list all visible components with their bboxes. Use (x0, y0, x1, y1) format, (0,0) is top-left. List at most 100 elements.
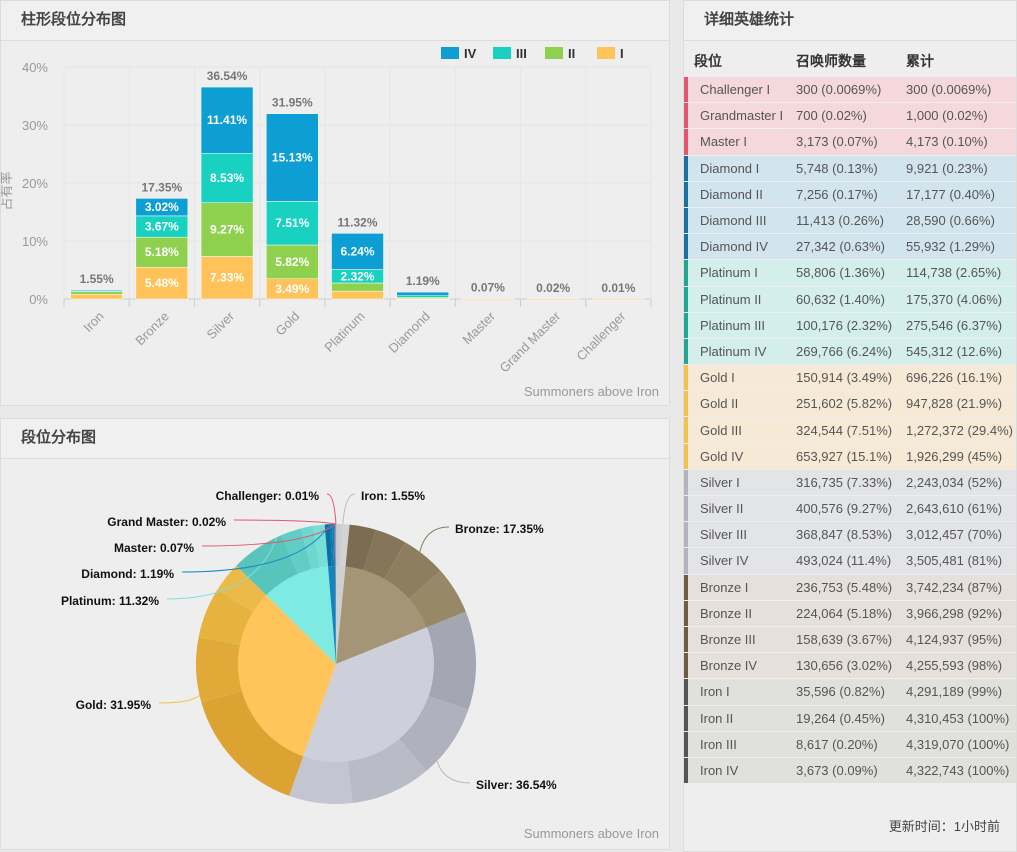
cell-count: 8,617 (0.20%) (796, 731, 906, 757)
pie-label: Iron: 1.55% (361, 489, 426, 503)
stacked-bar-chart: 0% 10% 20% 30% 40% 占有率 1.55% Iron 5.48% 5.18% 3.67… (1, 46, 652, 375)
table-row: Master I 3,173 (0.07%) 4,173 (0.10%) (684, 129, 1016, 155)
bar-total-label: 1.19% (406, 274, 440, 288)
pie-label: Diamond: 1.19% (81, 567, 174, 581)
cell-rank: Challenger I (684, 77, 796, 103)
column-header-rank: 段位 (694, 53, 722, 69)
leader-line (181, 523, 331, 573)
bar-total-label: 36.54% (207, 69, 248, 83)
outer-slice-bronze (409, 570, 466, 628)
cell-count: 653,927 (15.1%) (796, 443, 906, 469)
outer-slice-gold (195, 637, 244, 703)
bar-segment-II (331, 282, 384, 292)
legend-item-I[interactable]: I (597, 46, 624, 61)
cell-rank: Master I (684, 129, 796, 155)
cell-cum: 947,828 (21.9%) (906, 391, 1016, 417)
table-row: Iron III 8,617 (0.20%) 4,319,070 (100%) (684, 731, 1016, 757)
bar-segment-II (266, 244, 319, 280)
bar-total-label: 0.07% (471, 281, 505, 295)
outer-slice-iron (337, 524, 343, 567)
outer-slice-diamond (324, 524, 332, 567)
leader-line (166, 536, 278, 600)
cell-rank: Iron III (684, 731, 796, 757)
table-header: 段位 召唤师数量 累计 (684, 46, 1016, 76)
chart-credit[interactable]: Summoners above Iron (523, 826, 659, 841)
bar-chart-panel: 柱形段位分布图 0% 10% 20% 30% 40% 占有率 1.55% Iron 5.48% 5… (0, 0, 670, 406)
bar-segment-II (70, 291, 123, 295)
pie-label: Silver: 36.54% (476, 778, 557, 792)
cell-rank: Diamond I (684, 155, 796, 181)
cell-rank: Bronze III (684, 626, 796, 653)
chart-credit[interactable]: Summoners above Iron (523, 384, 659, 399)
table-row: Diamond I 5,748 (0.13%) 9,921 (0.23%) (684, 155, 1016, 181)
cell-rank: Diamond III (684, 207, 796, 234)
outer-slice-iron (336, 524, 337, 567)
segment-label: 15.13% (272, 151, 313, 165)
table-row: Silver I 316,735 (7.33%) 2,243,034 (52%) (684, 469, 1016, 495)
cell-cum: 275,546 (6.37%) (906, 312, 1016, 338)
cell-rank: Gold I (684, 365, 796, 391)
leader-line (201, 523, 336, 547)
legend-item-IV[interactable]: IV (441, 46, 477, 61)
pie-label: Grand Master: 0.02% (107, 515, 226, 529)
segment-label: 3.49% (275, 282, 309, 296)
bar-total-label: 31.95% (272, 96, 313, 110)
outer-slice-bronze (345, 524, 376, 571)
bar-segment-I (461, 298, 515, 300)
pie-chart-panel: 段位分布图 Summoners above Iron Iron: 1.55% Br… (0, 418, 670, 850)
bar-segment-II (200, 202, 254, 257)
cell-cum: 3,742,234 (87%) (906, 574, 1016, 600)
legend-item-II[interactable]: II (545, 46, 575, 61)
cell-rank: Diamond II (684, 181, 796, 207)
inner-slice-diamond (328, 566, 336, 664)
cell-count: 100,176 (2.32%) (796, 312, 906, 338)
segment-label: 5.48% (145, 276, 179, 290)
table-row: Platinum IV 269,766 (6.24%) 545,312 (12.6%… (684, 338, 1016, 365)
cell-rank: Silver II (684, 496, 796, 522)
bar-segment-IV (200, 86, 254, 154)
cell-rank: Bronze IV (684, 653, 796, 679)
cell-rank: Platinum II (684, 286, 796, 312)
cell-rank: Silver III (684, 522, 796, 548)
bar-segment-IV (396, 291, 449, 297)
cell-cum: 175,370 (4.06%) (906, 286, 1016, 312)
x-tick-label: Challenger (573, 308, 629, 364)
segment-label: 5.82% (275, 255, 309, 269)
y-axis-title: 占有率 (1, 171, 14, 210)
legend-label: I (620, 46, 624, 61)
segment-label: 11.41% (207, 113, 247, 127)
bar-total-label: 17.35% (141, 180, 182, 194)
table-row: Silver III 368,847 (8.53%) 3,012,457 (70%) (684, 522, 1016, 548)
segment-label: 9.27% (210, 223, 244, 237)
cell-rank: Platinum III (684, 312, 796, 338)
table-row: Diamond III 11,413 (0.26%) 28,590 (0.66%) (684, 207, 1016, 234)
y-tick-label: 30% (22, 118, 48, 133)
bar-total-label: 11.32% (337, 215, 377, 229)
table-row: Gold I 150,914 (3.49%) 696,226 (16.1%) (684, 365, 1016, 391)
cell-count: 324,544 (7.51%) (796, 417, 906, 443)
bar-segment-IV (331, 233, 384, 270)
cell-count: 3,673 (0.09%) (796, 757, 906, 784)
segment-label: 8.53% (210, 171, 244, 185)
pie-label: Gold: 31.95% (75, 698, 151, 712)
cell-count: 224,064 (5.18%) (796, 600, 906, 626)
cell-cum: 3,012,457 (70%) (906, 522, 1016, 548)
sunburst-pie-chart (158, 493, 476, 804)
outer-slice-master (335, 524, 336, 567)
outer-slice-iron (340, 524, 350, 567)
x-tick-label: Silver (204, 308, 238, 342)
cell-cum: 300 (0.0069%) (906, 77, 1016, 103)
segment-label: 2.32% (340, 269, 374, 283)
x-tick-label: Gold (272, 309, 302, 339)
bar-segment-I (70, 293, 123, 300)
cell-cum: 1,926,299 (45%) (906, 443, 1016, 469)
outer-slice-bronze (363, 529, 406, 579)
y-tick-label: 40% (22, 60, 48, 75)
column-header-cumulative: 累计 (906, 53, 934, 69)
leader-line (342, 493, 356, 525)
bar-segment-III (200, 152, 254, 203)
legend-item-III[interactable]: III (493, 46, 527, 61)
pie-label: Master: 0.07% (113, 541, 194, 555)
cell-rank: Bronze I (684, 574, 796, 600)
segment-label: 3.02% (145, 200, 179, 214)
